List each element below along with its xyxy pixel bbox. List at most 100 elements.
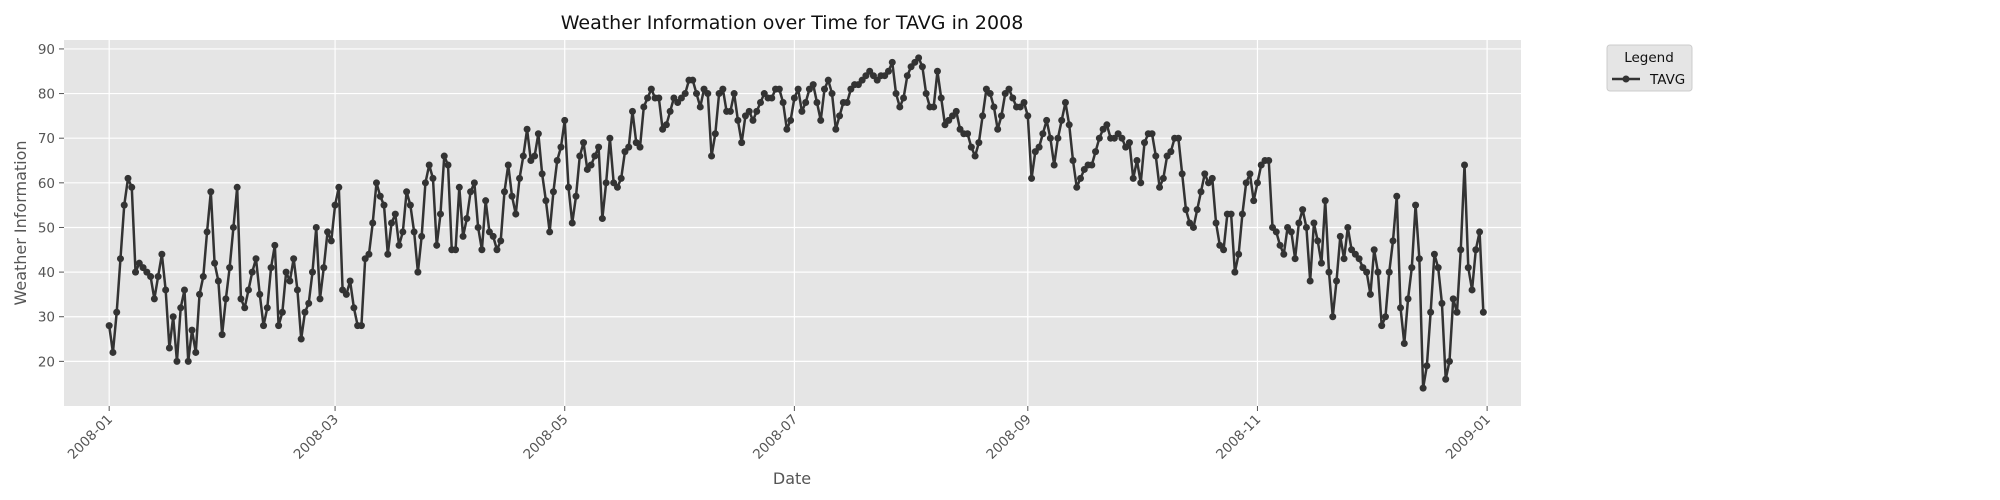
data-point <box>331 201 339 209</box>
data-point <box>278 308 286 316</box>
data-point <box>1235 250 1243 258</box>
data-point <box>1043 116 1051 124</box>
data-point <box>738 139 746 147</box>
data-point <box>561 116 569 124</box>
data-point <box>365 250 373 258</box>
data-point <box>1141 139 1149 147</box>
data-point <box>467 188 475 196</box>
data-point <box>286 277 294 285</box>
data-point <box>1397 304 1405 312</box>
data-point <box>105 322 113 330</box>
data-point <box>557 143 565 151</box>
data-point <box>1336 232 1344 240</box>
data-point <box>369 219 377 227</box>
data-point <box>903 72 911 80</box>
data-point <box>252 255 260 263</box>
data-point <box>1344 223 1352 231</box>
data-point <box>1092 148 1100 156</box>
data-point <box>1333 277 1341 285</box>
data-point <box>455 183 463 191</box>
data-point <box>116 255 124 263</box>
data-point <box>372 179 380 187</box>
data-point <box>1250 197 1258 205</box>
data-point <box>768 94 776 102</box>
data-point <box>508 192 516 200</box>
data-point <box>1039 130 1047 138</box>
data-point <box>1287 228 1295 236</box>
data-point <box>538 170 546 178</box>
data-point <box>1174 134 1182 142</box>
data-point <box>1189 223 1197 231</box>
data-point <box>896 103 904 111</box>
data-point <box>1201 170 1209 178</box>
data-point <box>1265 157 1273 165</box>
data-point <box>233 183 241 191</box>
data-point <box>248 268 256 276</box>
chart-title: Weather Information over Time for TAVG i… <box>561 12 1024 34</box>
data-point <box>564 183 572 191</box>
data-point <box>293 286 301 294</box>
series-layer <box>105 54 1487 392</box>
data-point <box>177 304 185 312</box>
data-point <box>828 90 836 98</box>
y-tick-label: 50 <box>38 220 55 236</box>
data-point <box>1302 223 1310 231</box>
data-point <box>1468 286 1476 294</box>
data-point <box>553 157 561 165</box>
y-tick-label: 40 <box>38 265 55 281</box>
data-point <box>109 348 117 356</box>
data-point <box>327 237 335 245</box>
x-tick-label: 2008-05 <box>520 412 571 463</box>
data-point <box>504 161 512 169</box>
data-point <box>1366 290 1374 298</box>
data-point <box>150 295 158 303</box>
data-point <box>606 134 614 142</box>
y-tick-label: 60 <box>38 176 55 192</box>
data-point <box>196 290 204 298</box>
data-point <box>211 259 219 267</box>
data-point <box>308 268 316 276</box>
data-point <box>1272 228 1280 236</box>
data-point <box>625 143 633 151</box>
data-point <box>444 161 452 169</box>
data-point <box>1182 206 1190 214</box>
y-tick-label: 30 <box>38 310 55 326</box>
data-point <box>1404 295 1412 303</box>
data-point <box>1400 340 1408 348</box>
data-point <box>1340 255 1348 263</box>
data-point <box>885 67 892 75</box>
data-point <box>180 286 188 294</box>
data-point <box>519 152 527 160</box>
data-point <box>802 98 810 106</box>
data-point <box>474 223 482 231</box>
data-point <box>1329 313 1337 321</box>
y-grid-lines <box>64 48 1521 362</box>
data-point <box>1389 237 1397 245</box>
data-point <box>335 183 343 191</box>
data-point <box>489 232 497 240</box>
data-point <box>184 357 192 365</box>
data-point <box>655 94 663 102</box>
data-point <box>158 250 166 258</box>
data-point <box>997 112 1005 120</box>
data-point <box>463 215 471 223</box>
data-point <box>662 121 670 129</box>
data-point <box>986 90 994 98</box>
data-point <box>1306 277 1314 285</box>
data-point <box>1088 161 1096 169</box>
data-point <box>1065 121 1073 129</box>
x-tick-label: 2008-03 <box>291 412 342 463</box>
data-point <box>1472 246 1480 254</box>
data-point <box>726 107 734 115</box>
data-point <box>376 192 384 200</box>
data-point <box>1148 130 1156 138</box>
data-point <box>824 76 832 84</box>
data-point <box>1434 264 1442 272</box>
data-point <box>342 290 350 298</box>
data-point <box>1408 264 1416 272</box>
data-point <box>162 286 170 294</box>
data-point <box>1464 264 1472 272</box>
data-point <box>602 179 610 187</box>
data-point <box>482 197 490 205</box>
data-point <box>595 143 603 151</box>
